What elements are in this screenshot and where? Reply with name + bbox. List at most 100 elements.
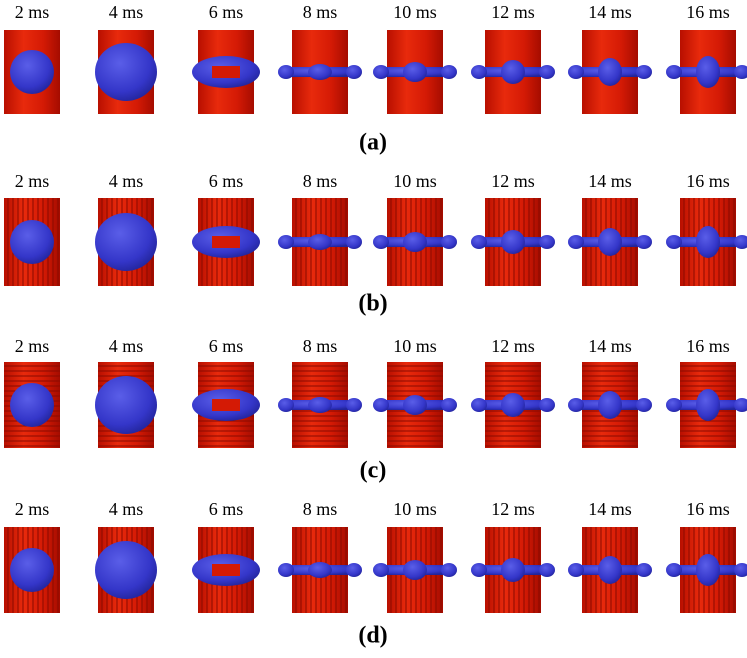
droplet bbox=[373, 563, 389, 577]
droplet bbox=[346, 398, 362, 412]
droplet bbox=[373, 398, 389, 412]
droplet bbox=[501, 230, 525, 254]
droplet bbox=[95, 541, 157, 599]
droplet bbox=[95, 213, 157, 271]
droplet bbox=[373, 235, 389, 249]
frame-label: 12 ms bbox=[491, 336, 535, 356]
droplet bbox=[308, 397, 332, 413]
droplet bbox=[666, 235, 682, 249]
droplet bbox=[598, 556, 622, 584]
droplet bbox=[471, 235, 487, 249]
droplet bbox=[373, 65, 389, 79]
figure: 2 ms 4 ms 6 ms 8 ms 10 ms 12 ms 14 ms 16 ms (a) 2… bbox=[0, 0, 747, 658]
droplet bbox=[471, 65, 487, 79]
frame-label: 2 ms bbox=[15, 2, 50, 22]
frame-label: 6 ms bbox=[209, 171, 244, 191]
droplet bbox=[308, 562, 332, 578]
droplet bbox=[539, 65, 555, 79]
frame-label: 16 ms bbox=[686, 2, 730, 22]
droplet bbox=[95, 376, 157, 434]
droplet bbox=[598, 58, 622, 86]
droplet bbox=[539, 563, 555, 577]
droplet bbox=[10, 548, 54, 592]
droplet bbox=[636, 398, 652, 412]
frame-label: 12 ms bbox=[491, 171, 535, 191]
droplet bbox=[501, 60, 525, 84]
droplet bbox=[501, 393, 525, 417]
droplet bbox=[403, 62, 427, 82]
droplet bbox=[471, 398, 487, 412]
frame-label: 10 ms bbox=[393, 2, 437, 22]
droplet bbox=[403, 560, 427, 580]
droplet bbox=[568, 563, 584, 577]
droplet bbox=[278, 235, 294, 249]
droplet bbox=[308, 234, 332, 250]
panel: 2 ms4 ms6 ms8 ms10 ms12 ms14 ms16 ms(d) bbox=[4, 499, 747, 648]
frame-label: 14 ms bbox=[588, 499, 632, 519]
frame-label: 12 ms bbox=[491, 499, 535, 519]
droplet bbox=[636, 235, 652, 249]
droplet bbox=[636, 563, 652, 577]
frame-label: 16 ms bbox=[686, 499, 730, 519]
droplet bbox=[10, 220, 54, 264]
droplet bbox=[568, 235, 584, 249]
droplet bbox=[10, 50, 54, 94]
droplet bbox=[278, 65, 294, 79]
droplet bbox=[308, 64, 332, 80]
droplet bbox=[539, 235, 555, 249]
frame-label: 16 ms bbox=[686, 171, 730, 191]
droplet bbox=[598, 391, 622, 419]
droplet bbox=[471, 563, 487, 577]
droplet bbox=[666, 398, 682, 412]
frame-label: 8 ms bbox=[303, 336, 338, 356]
frame-label: 10 ms bbox=[393, 499, 437, 519]
droplet bbox=[403, 232, 427, 252]
droplet bbox=[666, 563, 682, 577]
droplet bbox=[598, 228, 622, 256]
droplet bbox=[501, 558, 525, 582]
droplet-hole bbox=[212, 236, 240, 248]
frame-label: 10 ms bbox=[393, 171, 437, 191]
droplet bbox=[346, 235, 362, 249]
frame-label: 12 ms bbox=[491, 2, 535, 22]
frame-label: 14 ms bbox=[588, 2, 632, 22]
droplet bbox=[696, 226, 720, 258]
frame-label: 2 ms bbox=[15, 171, 50, 191]
frame-label: 4 ms bbox=[109, 2, 144, 22]
frame-label: 16 ms bbox=[686, 336, 730, 356]
droplet bbox=[346, 65, 362, 79]
droplet bbox=[696, 56, 720, 88]
droplet bbox=[441, 235, 457, 249]
frame-label: 14 ms bbox=[588, 336, 632, 356]
droplet bbox=[696, 389, 720, 421]
droplet bbox=[636, 65, 652, 79]
droplet bbox=[10, 383, 54, 427]
panel-label: (a) bbox=[359, 130, 387, 156]
droplet bbox=[441, 65, 457, 79]
droplet bbox=[403, 395, 427, 415]
frame-label: 8 ms bbox=[303, 2, 338, 22]
frame-label: 2 ms bbox=[15, 336, 50, 356]
frame-label: 6 ms bbox=[209, 499, 244, 519]
panel-label: (c) bbox=[360, 458, 387, 484]
droplet bbox=[346, 563, 362, 577]
frame-label: 4 ms bbox=[109, 171, 144, 191]
frame-label: 2 ms bbox=[15, 499, 50, 519]
frame-label: 8 ms bbox=[303, 499, 338, 519]
droplet bbox=[278, 398, 294, 412]
frame-label: 14 ms bbox=[588, 171, 632, 191]
droplet-hole bbox=[212, 66, 240, 78]
droplet bbox=[95, 43, 157, 101]
droplet bbox=[568, 65, 584, 79]
droplet-hole bbox=[212, 399, 240, 411]
droplet bbox=[568, 398, 584, 412]
droplet bbox=[441, 398, 457, 412]
droplet bbox=[666, 65, 682, 79]
frame-label: 10 ms bbox=[393, 336, 437, 356]
frame-label: 8 ms bbox=[303, 171, 338, 191]
frame-label: 4 ms bbox=[109, 336, 144, 356]
droplet bbox=[278, 563, 294, 577]
